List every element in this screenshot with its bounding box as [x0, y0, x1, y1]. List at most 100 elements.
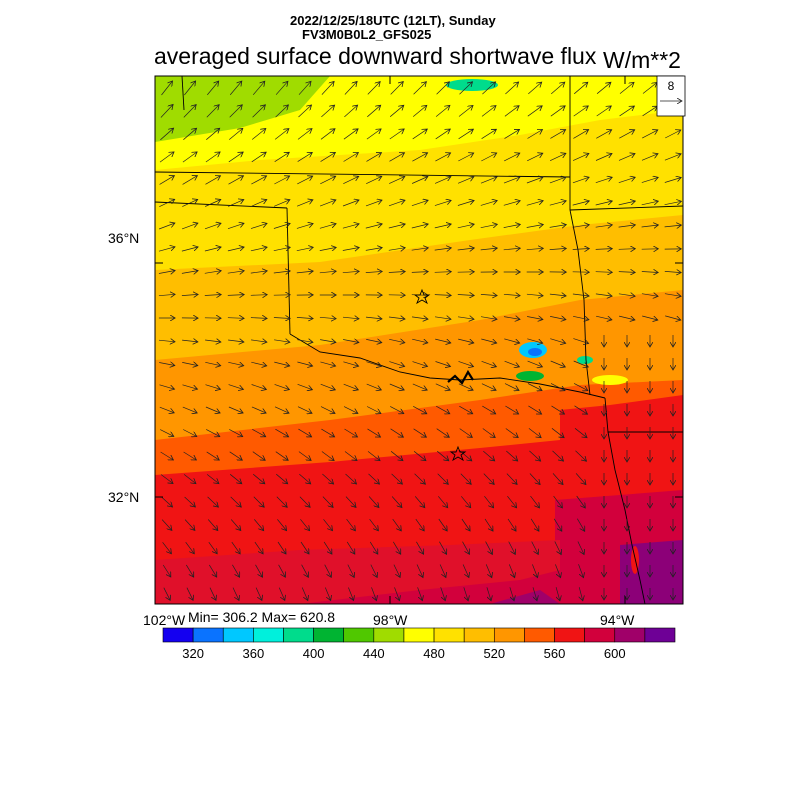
wind-vector-arrow	[459, 82, 473, 95]
wind-vector-arrow	[273, 200, 290, 207]
wind-vector-arrow	[324, 587, 330, 601]
wind-vector-arrow	[435, 361, 451, 367]
wind-vector-arrow	[618, 154, 635, 161]
wind-vector-arrow	[366, 153, 382, 162]
wind-vector-arrow	[459, 405, 472, 414]
colorbar-swatch	[373, 627, 405, 643]
colorbar-swatch	[192, 627, 224, 643]
wind-vector-arrow	[550, 338, 565, 344]
wind-vector-arrow	[573, 130, 588, 139]
wind-vector-arrow	[551, 428, 564, 437]
wind-vector-arrow	[554, 541, 561, 555]
wind-vector-arrow	[319, 224, 336, 229]
wind-vector-arrow	[369, 541, 378, 554]
wind-vector-arrow	[251, 152, 266, 163]
wind-vector-arrow	[416, 564, 423, 578]
wind-vector-arrow	[278, 564, 286, 577]
wind-vector-arrow	[320, 406, 335, 414]
wind-vector-arrow	[274, 129, 289, 140]
datetime-title: 2022/12/25/18UTC (12LT), Sunday	[290, 13, 496, 28]
wind-vector-arrow	[227, 223, 244, 230]
wind-vector-arrow	[160, 451, 174, 460]
wind-vector-arrow	[348, 587, 353, 601]
wind-vector-arrow	[391, 496, 402, 508]
wind-vector-arrow	[503, 177, 520, 184]
colorbar-swatch	[403, 627, 435, 643]
wind-vector-arrow	[388, 200, 405, 207]
wind-vector-arrow	[275, 451, 288, 461]
lon-label-94w: 94°W	[600, 612, 635, 628]
wind-vector-arrow	[529, 450, 540, 461]
wind-vector-arrow	[255, 587, 262, 601]
wind-vector-arrow	[297, 406, 312, 414]
wind-vector-arrow	[343, 383, 359, 390]
vector-reference-box	[656, 75, 686, 117]
wind-vector-arrow	[183, 105, 196, 118]
wind-vector-arrow	[274, 361, 289, 366]
wind-vector-arrow	[228, 406, 243, 413]
wind-vector-arrow	[573, 360, 589, 367]
wind-vector-arrow	[230, 496, 242, 507]
wind-vector-arrow	[618, 294, 635, 296]
wind-vector-arrow	[298, 81, 311, 95]
wind-vector-arrow	[596, 106, 612, 117]
wind-vector-arrow	[365, 200, 382, 207]
wind-vector-arrow	[347, 564, 354, 578]
wind-vector-arrow	[300, 519, 309, 530]
wind-vector-arrow	[641, 294, 658, 297]
wind-vector-arrow	[552, 450, 564, 461]
wind-vector-arrow	[229, 105, 243, 118]
wind-vector-arrow	[572, 177, 589, 184]
wind-vector-arrow	[480, 317, 497, 320]
wind-vector-arrow	[508, 541, 516, 555]
wind-vector-arrow	[641, 154, 658, 161]
wind-vector-arrow	[182, 176, 198, 185]
wind-vector-arrow	[526, 177, 543, 184]
wind-vector-arrow	[394, 587, 400, 600]
wind-vector-arrow	[227, 295, 244, 296]
wind-vector-arrow	[413, 405, 427, 413]
colorbar-swatch	[584, 627, 616, 643]
colorbar-swatch	[283, 627, 314, 643]
wind-vector-arrow	[530, 518, 539, 531]
wind-vector-arrow	[595, 294, 612, 296]
wind-vector-arrow	[278, 587, 285, 601]
wind-vector-arrow	[273, 271, 290, 273]
wind-vector-arrow	[457, 224, 474, 228]
wind-vector-arrow	[342, 224, 359, 229]
wind-vector-arrow	[274, 384, 290, 389]
wind-vector-arrow	[481, 338, 496, 343]
wind-vector-arrow	[252, 428, 265, 436]
wind-vector-arrow	[436, 450, 449, 461]
wind-vector-arrow	[595, 272, 613, 273]
wind-vector-arrow	[296, 247, 313, 250]
wind-vector-arrow	[435, 383, 450, 390]
wind-vector-arrow	[389, 383, 404, 390]
wind-vector-arrow	[480, 224, 498, 227]
wind-vector-arrow	[367, 428, 381, 437]
wind-vector-arrow	[393, 564, 400, 578]
wind-vector-arrow	[436, 405, 450, 414]
field-title: averaged surface downward shortwave flux	[154, 43, 597, 69]
wind-vector-arrow	[480, 177, 497, 184]
wind-vector-arrow	[161, 81, 173, 96]
colorbar-label: 400	[303, 646, 325, 661]
wind-vector-arrow	[527, 338, 542, 343]
wind-vector-arrow	[576, 518, 584, 532]
wind-vector-arrow	[641, 201, 659, 205]
wind-vector-arrow	[209, 564, 216, 577]
wind-vector-arrow	[159, 363, 175, 366]
wind-vector-arrow	[277, 519, 286, 530]
wind-vector-arrow	[250, 223, 267, 229]
wind-vector-arrow	[572, 201, 590, 206]
wind-vector-arrow	[184, 496, 196, 507]
wind-vector-arrow	[186, 587, 193, 601]
wind-vector-arrow	[204, 271, 221, 274]
wind-vector-arrow	[457, 177, 474, 184]
wind-vector-arrow	[297, 340, 313, 343]
wind-vector-arrow	[665, 315, 681, 320]
wind-vector-arrow	[552, 473, 563, 484]
wind-vector-arrow	[505, 405, 518, 414]
wind-vector-arrow	[276, 496, 287, 508]
